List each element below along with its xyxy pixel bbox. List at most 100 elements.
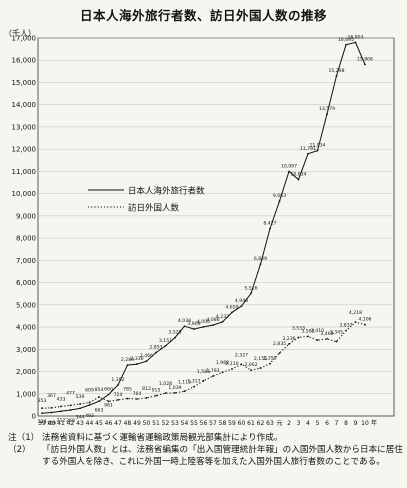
visitors-data-label: 367: [47, 393, 56, 399]
travelers-point: [307, 152, 309, 155]
visitors-point: [335, 340, 338, 343]
y-tick-label: 5,000: [16, 301, 36, 309]
visitors-data-label: 3,410: [311, 328, 324, 334]
travelers-point: [136, 363, 138, 365]
visitors-data-label: 1,113: [178, 379, 191, 385]
visitors-data-label: 1,793: [206, 368, 219, 374]
x-tick-label: 48: [124, 420, 132, 427]
x-tick-label: 46: [105, 420, 113, 427]
travelers-data-label: 9,663: [273, 193, 286, 199]
travelers-point: [60, 410, 62, 413]
x-tick-label: 50: [143, 420, 151, 427]
visitors-point: [297, 336, 300, 339]
travelers-data-label: 16,695: [338, 37, 354, 43]
y-tick-label: 12,000: [12, 146, 37, 154]
travelers-data-label: 5,516: [244, 285, 257, 291]
travelers-data-label: 2,466: [140, 353, 153, 359]
visitors-point: [145, 397, 148, 399]
visitors-data-label: 3,345: [330, 330, 343, 336]
x-tick-label: 8: [344, 420, 348, 427]
travelers-point: [297, 178, 300, 181]
travelers-point: [269, 227, 271, 230]
legend-label-japanese-travelers: 日本人海外旅行者数: [128, 186, 205, 197]
x-tick-label: 56: [200, 420, 208, 427]
x-tick-label: 62: [257, 420, 265, 427]
note-2-marker: （2）: [8, 445, 31, 455]
x-tick-label: 53: [171, 420, 179, 427]
visitors-point: [174, 391, 176, 394]
visitors-point: [212, 375, 214, 378]
travelers-data-label: 4,086: [206, 317, 219, 323]
travelers-data-label: 159: [47, 420, 56, 426]
visitors-point: [240, 363, 243, 366]
visitors-point: [126, 397, 129, 400]
travelers-data-label: 10,997: [281, 163, 297, 169]
visitors-point: [326, 337, 328, 340]
travelers-data-label: 8,427: [263, 221, 276, 227]
travelers-point: [79, 407, 81, 410]
visitors-point: [98, 396, 100, 398]
visitors-point: [231, 368, 233, 370]
travelers-data-label: 4,038: [178, 318, 191, 324]
x-tick-label: 61: [247, 420, 255, 427]
plot-frame: [37, 37, 395, 417]
visitors-data-label: 3,236: [282, 336, 295, 342]
travelers-data-label: 663: [95, 407, 104, 413]
note-1-marker: 注（1）: [8, 433, 40, 443]
travelers-data-label: 212: [57, 417, 66, 423]
note-2: （2） 「訪日外国人数」とは、法務省編集の「出入国管理統計年報」の入国外国人数か…: [8, 444, 403, 468]
travelers-data-label: 2,289: [121, 357, 134, 363]
visitors-data-label: 539: [76, 394, 85, 400]
visitors-data-label: 1,028: [159, 381, 172, 387]
visitors-data-label: 812: [142, 386, 151, 392]
travelers-point: [259, 263, 262, 266]
travelers-data-label: 15,806: [357, 57, 373, 63]
visitors-data-label: 1,583: [197, 369, 210, 375]
x-tick-label: 60: [238, 420, 246, 427]
travelers-point: [126, 364, 129, 367]
travelers-data-label: 268: [66, 418, 75, 424]
travelers-point: [278, 200, 281, 203]
y-tick-label: 4,000: [16, 324, 36, 332]
visitors-point: [345, 329, 347, 332]
visitors-data-label: 1,968: [216, 360, 229, 366]
visitors-data-label: 609: [85, 387, 94, 393]
travelers-point: [231, 311, 233, 314]
travelers-data-label: 2,853: [149, 345, 162, 351]
travelers-point: [240, 305, 243, 307]
travelers-point: [117, 384, 119, 386]
travelers-point: [41, 412, 43, 415]
visitors-point: [288, 343, 290, 345]
y-tick-label: 9,000: [16, 212, 36, 220]
visitors-data-label: 3,837: [339, 323, 352, 329]
travelers-point: [145, 360, 148, 363]
travelers-point: [221, 321, 224, 323]
visitors-data-label: 477: [66, 390, 75, 396]
visitors-data-label: 4,218: [349, 310, 362, 316]
travelers-point: [288, 170, 290, 173]
visitors-point: [164, 392, 167, 395]
travelers-point: [50, 411, 53, 414]
visitors-data-label: 2,155: [254, 356, 267, 362]
visitors-data-label: 353: [38, 398, 47, 404]
travelers-point: [212, 324, 214, 327]
visitors-point: [202, 379, 205, 382]
travelers-data-label: 16,803: [347, 34, 363, 40]
x-tick-label: 55: [190, 420, 198, 427]
visitors-data-label: 764: [133, 391, 142, 397]
x-tick-label: 44: [86, 420, 94, 427]
note-2-text: 「訪日外国人数」とは、法務省編集の「出入国管理統計年報」の入国外国人数から日本に…: [42, 445, 403, 467]
chart-area: 0 1,000 2,000 3,000 4,000 5,000 6,000 7,000 8,00…: [4, 28, 395, 427]
y-tick-label: 11,000: [12, 168, 37, 176]
x-tick-label: 49: [133, 420, 141, 427]
legend-label-foreign-visitors: 訪日外国人数: [128, 203, 180, 214]
notes-section: 注（1） 法務省資料に基づく運輸省運輸政策局観光部集計により作成。 （2） 「訪…: [8, 432, 403, 468]
note-1: 注（1） 法務省資料に基づく運輸省運輸政策局観光部集計により作成。: [8, 432, 403, 444]
y-tick-label: 10,000: [12, 190, 37, 198]
series-line-japanese-travelers: [41, 41, 366, 414]
visitors-point: [79, 403, 81, 405]
visitors-data-label: 660: [104, 386, 113, 392]
travelers-point: [69, 409, 72, 411]
travelers-data-label: 3,909: [187, 321, 200, 327]
y-tick-label: 6,000: [16, 279, 36, 287]
